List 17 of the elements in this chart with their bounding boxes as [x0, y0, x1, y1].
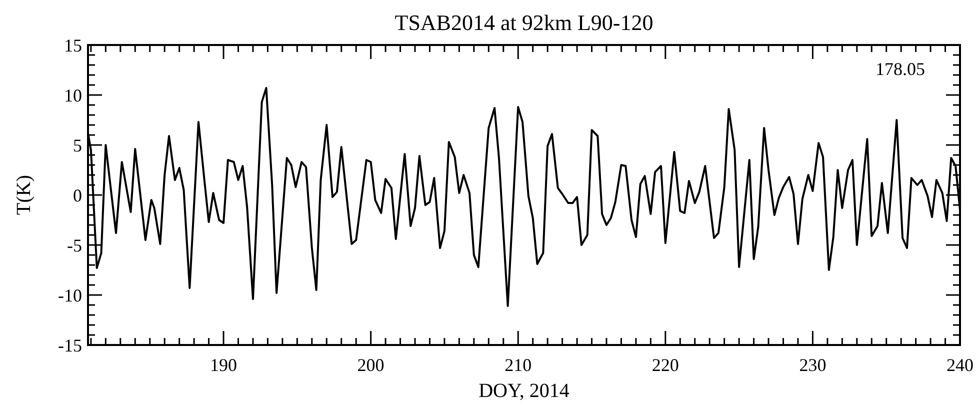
y-tick-label: -15 — [58, 335, 82, 356]
y-tick-label: -10 — [58, 285, 82, 306]
chart-title: TSAB2014 at 92km L90-120 — [394, 10, 654, 35]
x-tick-label: 200 — [357, 355, 384, 375]
x-tick-label: 190 — [210, 355, 238, 375]
y-tick-label: 10 — [64, 85, 82, 106]
y-tick-label: 5 — [73, 135, 82, 156]
y-tick-label: 15 — [64, 35, 82, 56]
x-tick-label: 210 — [504, 355, 532, 375]
y-tick-label: 0 — [73, 185, 82, 206]
annotation: 178.05 — [876, 59, 925, 79]
y-axis-title: T(K) — [13, 175, 35, 215]
x-tick-label: 240 — [946, 355, 974, 375]
x-axis-title: DOY, 2014 — [478, 380, 570, 402]
x-tick-label: 230 — [799, 355, 826, 375]
y-tick-label: -5 — [67, 235, 82, 256]
x-tick-label: 220 — [652, 355, 679, 375]
